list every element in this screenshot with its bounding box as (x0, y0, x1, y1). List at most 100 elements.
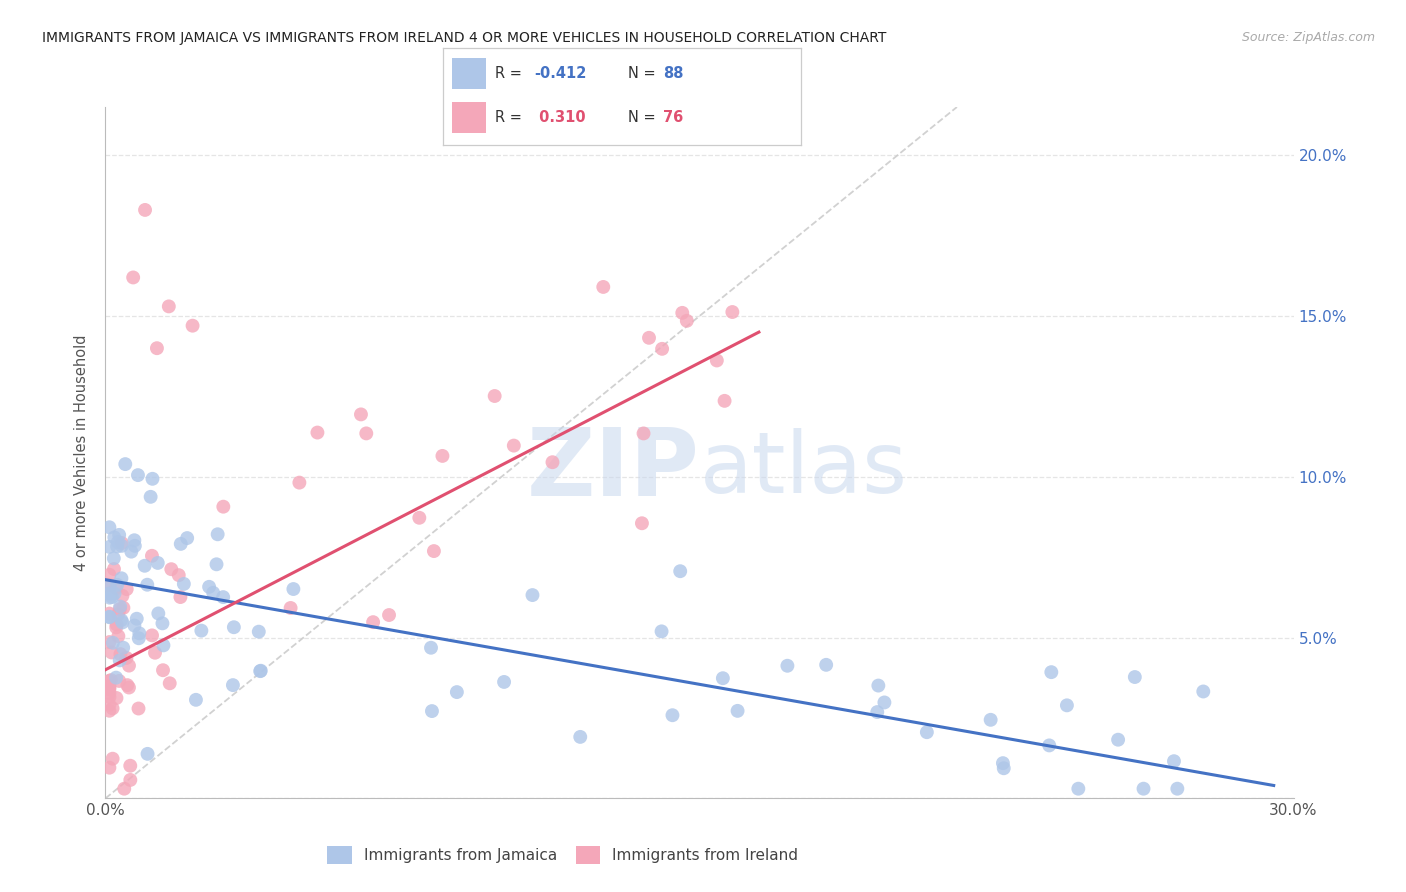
Point (143, 646, 166, 660)
Point (713, 393, 735, 408)
Point (776, 658, 799, 673)
Point (592, 280, 614, 294)
Point (111, 589, 134, 603)
Point (280, 601, 302, 615)
Point (98, 578, 121, 592)
Point (420, 704, 443, 718)
Point (105, 540, 128, 554)
FancyBboxPatch shape (451, 102, 486, 133)
Point (124, 533, 146, 548)
Text: IMMIGRANTS FROM JAMAICA VS IMMIGRANTS FROM IRELAND 4 OR MORE VEHICLES IN HOUSEHO: IMMIGRANTS FROM JAMAICA VS IMMIGRANTS FR… (42, 31, 887, 45)
Point (222, 620, 245, 634)
Point (98, 682, 121, 697)
Point (350, 408, 373, 422)
Point (139, 490, 162, 504)
Point (105, 578, 128, 592)
Point (727, 704, 749, 718)
Point (100, 673, 122, 687)
Point (541, 455, 564, 469)
Point (1040, 665, 1063, 680)
Point (866, 705, 889, 719)
Point (307, 425, 329, 440)
Point (148, 607, 170, 621)
Point (249, 664, 271, 678)
Point (98, 607, 121, 621)
Point (249, 664, 271, 678)
Point (118, 658, 141, 673)
Point (112, 640, 135, 655)
Point (98, 761, 121, 775)
Point (361, 615, 384, 629)
Point (160, 562, 183, 576)
Point (432, 449, 454, 463)
Point (484, 389, 506, 403)
Point (569, 730, 592, 744)
Point (98, 686, 121, 700)
Point (991, 756, 1014, 771)
Point (522, 588, 544, 602)
Point (420, 640, 443, 655)
Point (176, 531, 198, 545)
Y-axis label: 4 or more Vehicles in Household: 4 or more Vehicles in Household (75, 334, 90, 571)
Text: Source: ZipAtlas.com: Source: ZipAtlas.com (1241, 31, 1375, 45)
Point (167, 568, 190, 582)
Point (112, 600, 135, 615)
Point (159, 676, 181, 690)
Point (868, 679, 890, 693)
Text: ZIP: ZIP (527, 424, 700, 516)
Point (120, 758, 142, 772)
Point (136, 747, 159, 761)
Point (98, 610, 121, 624)
Point (651, 342, 673, 356)
Point (98, 609, 121, 624)
Point (110, 571, 132, 585)
Point (101, 636, 124, 650)
Text: 88: 88 (664, 66, 683, 80)
Point (146, 341, 169, 355)
Point (105, 617, 128, 632)
Point (111, 536, 134, 550)
Point (671, 306, 693, 320)
Point (502, 439, 524, 453)
Point (98, 690, 121, 704)
Point (120, 544, 142, 558)
Point (1192, 684, 1215, 698)
Point (110, 647, 132, 661)
Point (128, 626, 150, 640)
Point (1107, 732, 1129, 747)
Point (711, 671, 734, 685)
Point (205, 558, 228, 572)
Point (207, 527, 229, 541)
Point (184, 693, 207, 707)
Point (980, 713, 1002, 727)
Point (124, 539, 146, 553)
Point (288, 475, 311, 490)
Point (98, 520, 121, 534)
Text: atlas: atlas (700, 428, 907, 511)
Point (283, 582, 305, 596)
Point (118, 681, 141, 695)
Point (173, 577, 195, 591)
Text: R =: R = (495, 110, 526, 125)
Point (378, 607, 401, 622)
Point (141, 628, 163, 642)
Text: N =: N = (627, 66, 655, 80)
Point (122, 270, 145, 285)
Point (98, 698, 121, 712)
Point (356, 426, 378, 441)
Point (721, 305, 744, 319)
Point (134, 558, 156, 573)
Point (169, 590, 191, 604)
Point (1163, 754, 1185, 768)
Point (108, 528, 131, 542)
Point (98, 704, 121, 718)
Point (222, 678, 245, 692)
Point (105, 620, 128, 634)
Point (120, 772, 142, 787)
Point (103, 551, 125, 566)
Point (98, 680, 121, 694)
Point (98, 579, 121, 593)
Point (993, 761, 1015, 775)
Point (108, 599, 131, 614)
Point (1123, 670, 1146, 684)
